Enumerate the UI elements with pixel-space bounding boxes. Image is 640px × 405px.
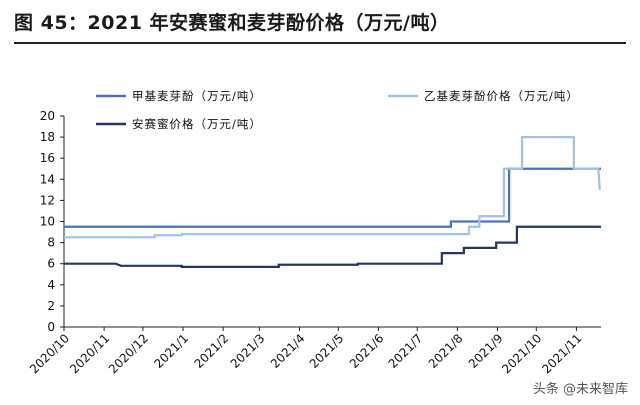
y-tick-label: 0 — [47, 320, 55, 334]
series-line-2 — [64, 225, 601, 268]
x-tick-label: 2020/12 — [106, 331, 151, 376]
legend-label-1: 乙基麦芽酚价格（万元/吨） — [424, 89, 579, 103]
x-tick-label: 2021/1 — [151, 331, 191, 371]
x-tick-label: 2021/3 — [228, 331, 268, 371]
x-tick-label: 2021/6 — [347, 331, 387, 371]
x-tick-label: 2020/11 — [67, 331, 112, 376]
y-tick-label: 20 — [40, 109, 55, 123]
y-tick-label: 16 — [40, 151, 55, 165]
x-tick-label: 2021/7 — [386, 331, 426, 371]
x-tick-label: 2021/5 — [307, 331, 347, 371]
x-tick-label: 2021/8 — [426, 331, 466, 371]
x-tick-label: 2021/2 — [192, 331, 232, 371]
legend-label-2: 安赛蜜价格（万元/吨） — [132, 117, 262, 131]
watermark-text: 头条 @未来智库 — [532, 382, 628, 397]
y-tick-label: 4 — [47, 278, 55, 292]
y-tick-label: 2 — [47, 299, 55, 313]
legend: 甲基麦芽酚（万元/吨） 乙基麦芽酚价格（万元/吨） 安赛蜜价格（万元/吨） — [96, 89, 579, 131]
legend-label-0: 甲基麦芽酚（万元/吨） — [132, 89, 262, 103]
y-tick-label: 18 — [40, 130, 55, 144]
y-tick-label: 10 — [40, 215, 55, 229]
x-tick-label: 2020/10 — [27, 331, 72, 376]
series-line-0 — [64, 167, 601, 228]
y-tick-label: 12 — [40, 193, 55, 207]
y-tick-label: 14 — [40, 172, 55, 186]
series-line-1 — [64, 136, 601, 239]
x-tick-label: 2021/10 — [499, 331, 544, 376]
y-axis: 0 2 4 6 8 10 12 14 16 18 20 — [40, 109, 65, 334]
x-tick-label: 2021/11 — [539, 331, 584, 376]
figure-title: 图 45：2021 年安赛蜜和麦芽酚价格（万元/吨） — [14, 12, 450, 34]
title-rule — [14, 42, 626, 44]
series-layer — [64, 136, 601, 268]
x-tick-label: 2021/4 — [268, 331, 308, 371]
y-tick-label: 8 — [47, 236, 55, 250]
y-tick-label: 6 — [47, 257, 55, 271]
